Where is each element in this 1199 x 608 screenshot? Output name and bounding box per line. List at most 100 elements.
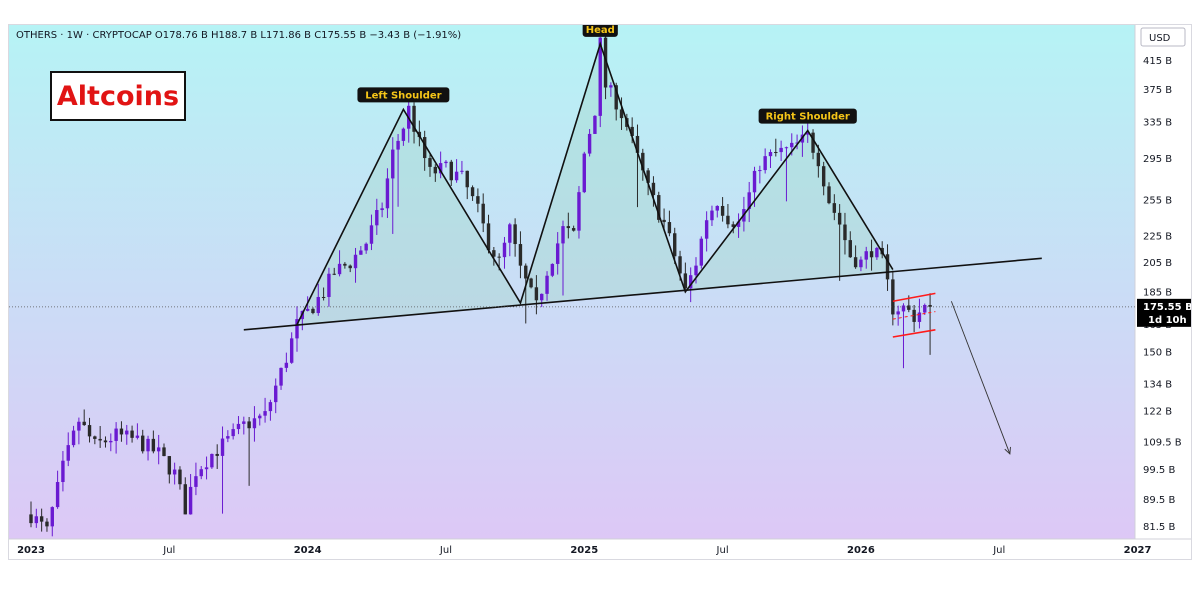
candle (869, 239, 874, 271)
candle (837, 204, 842, 281)
candle (433, 164, 438, 182)
candle-body (795, 142, 799, 144)
currency-badge-box[interactable] (1140, 27, 1186, 47)
candle (928, 293, 932, 355)
projection-arrow-line[interactable] (950, 301, 1011, 455)
price-tick-label: 122 B (1143, 406, 1172, 417)
candle (247, 416, 251, 486)
candle (135, 423, 140, 440)
candle-body (497, 256, 501, 258)
candle-body (50, 507, 54, 527)
plot-background (9, 25, 1135, 539)
high-value: H188.7 B (211, 30, 257, 41)
candle-body (465, 170, 469, 188)
candle (45, 518, 49, 532)
candle (454, 159, 459, 183)
candle (210, 453, 214, 469)
candle (885, 244, 890, 291)
annotation-box (582, 25, 618, 37)
candle (577, 186, 581, 239)
candle-body (502, 242, 507, 258)
candle-body (289, 338, 294, 363)
candle (109, 433, 113, 452)
candle-body (263, 411, 267, 416)
candle (502, 236, 507, 269)
time-axis[interactable]: 2023 Jul 2024 Jul 2025 Jul 2026 Jul 2027 (17, 545, 1151, 556)
symbol-legend[interactable]: OTHERS · 1W · CRYPTOCAP O178.76 B H188.7… (16, 30, 461, 41)
time-tick-label: 2023 (17, 545, 45, 556)
candle-body (162, 447, 166, 457)
candle-body (231, 429, 235, 437)
candle (593, 115, 597, 134)
last-price-label: 175.55 B (1143, 302, 1192, 313)
candle-body (274, 385, 278, 403)
candle (172, 462, 177, 485)
candle (864, 246, 868, 269)
candle-body (359, 250, 363, 255)
candle (540, 293, 544, 308)
candle (428, 154, 432, 177)
head-shoulders-outline[interactable] (296, 41, 894, 325)
candle (641, 148, 645, 181)
channel-lower-line[interactable] (892, 329, 936, 338)
price-tick-label: 185 B (1143, 287, 1172, 298)
candle (912, 304, 916, 333)
candle (236, 416, 241, 435)
candle-body (438, 163, 443, 174)
candle (93, 435, 97, 445)
candle (555, 232, 560, 275)
candle (375, 198, 379, 235)
candle (449, 159, 453, 187)
price-tick-label: 415 B (1143, 56, 1172, 67)
channel-mid-line[interactable] (892, 311, 936, 320)
price-chart[interactable]: Left Shoulder Head Right Shoulder 81.5 B 89… (9, 25, 1192, 560)
annotation-right-shoulder[interactable]: Right Shoulder (758, 108, 857, 124)
candle-body (183, 484, 187, 515)
candle-body (321, 296, 326, 298)
candle (66, 432, 70, 467)
price-tick-label: 89.5 B (1143, 495, 1175, 506)
candle-body (258, 415, 262, 419)
candle-body (199, 469, 203, 477)
candle (55, 470, 60, 509)
candle-body (683, 273, 688, 289)
annotation-left-shoulder[interactable]: Left Shoulder (357, 87, 450, 103)
candle (843, 212, 847, 255)
annotation-box (758, 108, 857, 124)
candle-body (476, 196, 480, 204)
candle (587, 129, 592, 157)
candle-body (555, 243, 560, 264)
candle (274, 378, 278, 414)
candle (71, 425, 76, 448)
candle-body (34, 516, 39, 524)
candle-body (125, 430, 129, 435)
candle-body (821, 166, 826, 187)
candle-body (678, 256, 682, 274)
candle-body (736, 221, 741, 227)
candle-body (284, 362, 289, 368)
candle (534, 275, 539, 315)
candle (545, 271, 549, 301)
candle (784, 146, 789, 202)
candle-body (141, 435, 145, 452)
candle-body (651, 182, 656, 196)
annotation-head[interactable]: Head (582, 25, 618, 37)
candle-body (391, 149, 395, 179)
candle-body (619, 109, 624, 119)
candle-body (449, 161, 453, 181)
candle (194, 462, 198, 496)
candle (811, 129, 815, 160)
candle (529, 277, 533, 289)
candle (263, 397, 267, 423)
time-tick-label: 2025 (570, 545, 598, 556)
candle-body (694, 265, 698, 276)
channel-upper-line[interactable] (892, 292, 936, 303)
candle (412, 102, 416, 144)
candle (385, 168, 390, 218)
candle-body (832, 203, 837, 213)
neckline[interactable] (243, 257, 1042, 331)
candle-body (673, 233, 677, 257)
currency-badge[interactable]: USD (1149, 33, 1171, 44)
annotation-text: Left Shoulder (365, 90, 441, 101)
candle (204, 456, 209, 480)
